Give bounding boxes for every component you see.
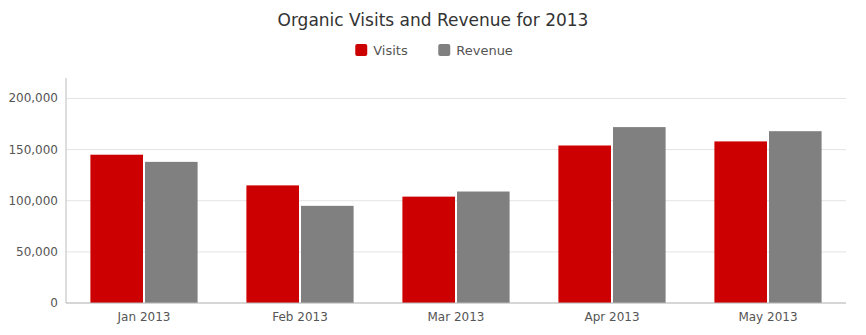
y-tick-label: 100,000 <box>8 194 58 208</box>
x-axis: Jan 2013 Feb 2013 Mar 2013 Apr 2013 May 2013 <box>66 303 846 324</box>
x-axis-line <box>66 303 846 304</box>
bar <box>769 131 822 303</box>
legend-swatch <box>438 44 450 56</box>
bar <box>402 197 455 303</box>
legend-label: Visits <box>373 43 408 58</box>
legend: Visits Revenue <box>355 43 513 58</box>
legend-swatch <box>355 44 367 56</box>
y-axis: 0 50,000 100,000 150,000 200,000 <box>8 78 846 310</box>
y-tick-label: 50,000 <box>16 245 58 259</box>
bars <box>90 127 821 303</box>
x-tick-label: Mar 2013 <box>428 310 485 324</box>
bar <box>145 162 198 303</box>
bar <box>613 127 666 303</box>
grid-line <box>66 98 846 99</box>
bar <box>558 146 611 304</box>
legend-label: Revenue <box>456 43 513 58</box>
y-tick-label: 0 <box>50 296 58 310</box>
grid-line <box>66 303 846 304</box>
x-tick-label: Jan 2013 <box>117 310 171 324</box>
chart: Organic Visits and Revenue for 2013 Visit… <box>0 0 866 335</box>
bar <box>246 185 299 303</box>
x-tick-label: May 2013 <box>738 310 797 324</box>
bar <box>457 192 510 303</box>
bar <box>301 206 354 303</box>
bar <box>90 155 143 303</box>
y-tick-label: 150,000 <box>8 143 58 157</box>
x-tick-label: Apr 2013 <box>584 310 639 324</box>
y-tick-label: 200,000 <box>8 91 58 105</box>
y-axis-line <box>66 78 67 303</box>
x-tick-label: Feb 2013 <box>272 310 328 324</box>
title: Organic Visits and Revenue for 2013 <box>278 10 589 30</box>
bar <box>714 141 767 303</box>
